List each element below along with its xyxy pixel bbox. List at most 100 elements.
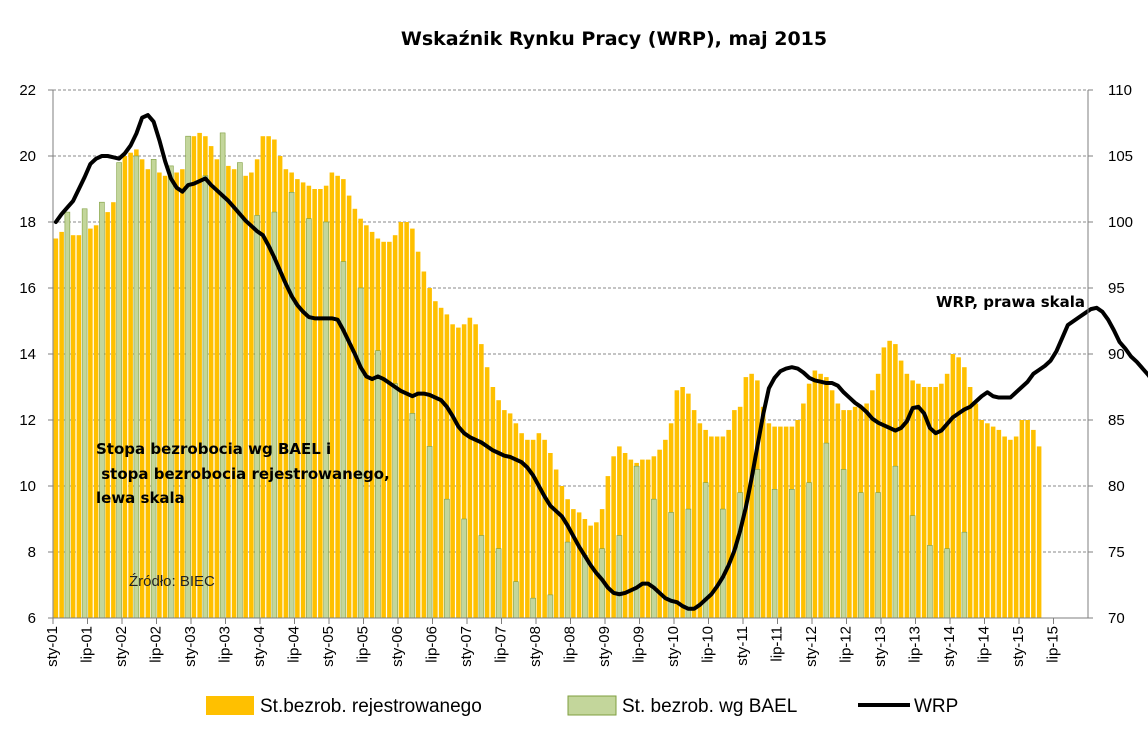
x-tick-label: sty-04	[251, 626, 268, 667]
bael-bar	[944, 548, 950, 619]
registered-bar	[381, 241, 386, 619]
registered-bar	[766, 423, 772, 618]
bael-bar	[530, 597, 536, 619]
bael-bar	[771, 488, 778, 619]
registered-bar	[421, 271, 427, 618]
x-tick-label: sty-06	[389, 626, 406, 667]
chart-title: Wskaźnik Rynku Pracy (WRP), maj 2015	[401, 28, 827, 50]
registered-bar	[1008, 439, 1013, 618]
registered-bar	[697, 423, 703, 618]
registered-bar	[266, 136, 271, 618]
x-tick-label: lip-05	[355, 626, 372, 663]
registered-bar	[605, 476, 611, 618]
bael-bar	[409, 413, 416, 619]
registered-bar	[433, 301, 438, 618]
registered-bar	[473, 324, 478, 618]
registered-bar	[174, 172, 179, 618]
registered-bar	[847, 410, 852, 618]
registered-bar	[588, 525, 593, 618]
registered-bar	[812, 370, 818, 618]
bael-bar	[340, 261, 347, 619]
registered-bar	[243, 175, 248, 619]
right-tick-label: 100	[1108, 214, 1133, 231]
bael-bar	[754, 469, 761, 619]
registered-bar	[157, 172, 162, 618]
x-tick-label: lip-07	[493, 626, 510, 663]
registered-bar	[795, 420, 800, 618]
bael-bar	[616, 535, 623, 619]
bael-bar	[858, 492, 864, 619]
x-tick-label: sty-05	[320, 626, 337, 667]
x-tick-label: lip-02	[148, 626, 165, 663]
registered-bar	[973, 403, 979, 618]
bael-unemployment-bars	[64, 132, 968, 619]
bael-bar	[444, 498, 450, 619]
registered-bar	[479, 344, 484, 618]
registered-bar	[214, 159, 220, 619]
registered-bar	[645, 459, 651, 618]
registered-bar	[404, 222, 409, 618]
registered-bar	[122, 156, 128, 618]
registered-bar	[640, 459, 645, 618]
right-scale-annotation: WRP, prawa skala	[936, 293, 1085, 311]
bael-bar	[288, 192, 295, 619]
x-tick-label: sty-01	[44, 626, 61, 667]
left-tick-label: 12	[19, 412, 36, 429]
left-tick-label: 18	[19, 214, 36, 231]
registered-bar	[990, 426, 996, 618]
registered-bar	[548, 453, 553, 618]
x-axis-tick-labels: sty-01 lip-01 sty-02 lip-02 sty-03 lip-03 sty-…	[44, 626, 1062, 667]
bael-bar	[789, 488, 795, 619]
bael-bar	[64, 211, 71, 619]
x-tick-label: sty-07	[458, 626, 475, 667]
registered-bar	[128, 152, 133, 618]
registered-bar	[191, 136, 197, 618]
registered-bar	[461, 324, 467, 618]
registered-bar	[916, 383, 921, 618]
registered-bar	[295, 179, 300, 618]
registered-bar	[105, 212, 110, 618]
x-tick-label: lip-14	[976, 626, 993, 663]
registered-bar	[450, 324, 455, 618]
registered-bar	[542, 439, 547, 618]
registered-bar	[277, 156, 283, 618]
bael-bar	[254, 215, 260, 619]
left-tick-label: 16	[19, 280, 36, 297]
bael-bar	[426, 446, 433, 619]
registered-bar	[996, 429, 1002, 618]
bael-bar	[651, 498, 657, 619]
x-tick-label: sty-15	[1010, 626, 1027, 667]
registered-bar	[502, 410, 507, 618]
registered-bar	[933, 387, 938, 618]
registered-bar	[300, 182, 306, 618]
bael-bar	[961, 531, 968, 619]
right-tick-label: 105	[1108, 148, 1133, 165]
registered-bar	[835, 403, 841, 618]
x-tick-label: sty-13	[872, 626, 889, 667]
bael-bar	[927, 545, 933, 619]
bael-bar	[582, 554, 588, 619]
wrp-line-group	[53, 113, 1148, 611]
registered-bar	[329, 172, 335, 618]
bael-bar	[513, 581, 519, 619]
registered-bar	[657, 449, 662, 618]
left-tick-label: 6	[28, 610, 36, 627]
bael-bar	[271, 211, 278, 619]
right-tick-label: 95	[1108, 280, 1125, 297]
x-tick-label: lip-10	[700, 626, 717, 663]
bael-bar	[633, 465, 640, 619]
registered-bar	[1019, 420, 1025, 618]
gridlines	[53, 89, 1088, 553]
registered-bar	[88, 228, 93, 618]
left-tick-label: 10	[19, 478, 36, 495]
x-tick-label: sty-09	[596, 626, 613, 667]
x-tick-label: sty-14	[941, 626, 958, 667]
registered-bar	[456, 327, 461, 618]
bael-bar	[133, 155, 140, 619]
legend-swatch-bael	[567, 695, 617, 716]
registered-bar	[59, 231, 64, 618]
registered-bar	[398, 222, 404, 618]
x-tick-label: sty-11	[734, 626, 751, 666]
registered-bar	[749, 373, 754, 618]
